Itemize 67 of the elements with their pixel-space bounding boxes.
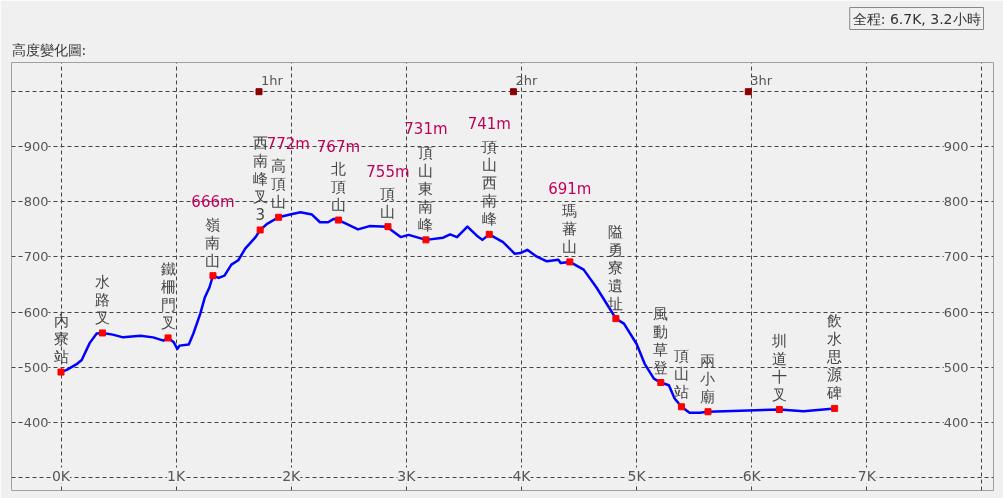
y-tick-label: 700	[23, 249, 49, 265]
annotation: 頂山東南峰	[418, 143, 434, 234]
point	[255, 88, 263, 96]
point	[256, 226, 264, 234]
y2-tick-label: 400	[943, 414, 969, 430]
annotation: 666m	[191, 193, 235, 212]
point	[98, 329, 106, 337]
point	[275, 213, 283, 221]
annotation: 3hr	[750, 72, 773, 88]
annotation: 772m	[266, 135, 310, 154]
point	[678, 403, 686, 411]
annotation: 嶺南山	[205, 215, 221, 270]
point	[57, 368, 65, 376]
annotation: 北頂山	[330, 160, 346, 215]
annotation: 1hr	[261, 72, 284, 88]
annotation: 圳道十叉	[770, 331, 787, 404]
y-tick-label: 500	[23, 359, 49, 375]
point	[164, 334, 172, 342]
annotation: 741m	[467, 114, 511, 133]
annotation: 高頂山	[271, 157, 287, 212]
y-tick-label: 400	[23, 414, 49, 430]
point	[422, 236, 430, 244]
point	[384, 223, 392, 231]
point	[485, 230, 493, 238]
y2-tick-label: 900	[943, 139, 969, 155]
y-tick-label: 800	[23, 194, 49, 210]
y2-tick-label: 600	[943, 304, 969, 320]
annotation: 767m	[316, 137, 361, 156]
annotation: 691m	[548, 179, 592, 198]
point	[775, 406, 783, 414]
annotation: 頂山站	[674, 346, 690, 401]
point	[831, 404, 839, 412]
x-tick-label: 1K	[167, 467, 186, 484]
annotation: 2hr	[515, 72, 538, 88]
annotation: 水路叉	[94, 272, 110, 327]
y-tick-label: 900	[23, 139, 49, 155]
point	[566, 258, 574, 266]
x-tick-label: 6K	[742, 467, 762, 484]
annotation: 頂山	[380, 184, 396, 221]
annotation: 731m	[404, 120, 448, 139]
x-tick-label: 2K	[282, 467, 302, 484]
y2-tick-label: 800	[943, 194, 969, 210]
x-tick-label: 4K	[512, 467, 532, 484]
annotation: 755m	[366, 163, 410, 182]
x-tick-label: 0K	[51, 467, 71, 484]
x-tick-label: 7K	[857, 467, 877, 484]
annotation: 兩小廟	[700, 351, 716, 406]
x-tick-label: 3K	[397, 467, 417, 484]
point	[657, 379, 665, 387]
point	[612, 315, 620, 323]
annotation: 飲水思源碑	[826, 312, 843, 403]
y-tick-label: 600	[23, 304, 49, 320]
point	[744, 88, 752, 96]
annotation: 鐵柵門叉	[160, 259, 176, 332]
chart-title: 高度變化圖:	[11, 41, 87, 58]
annotation: 風動草登	[653, 304, 669, 377]
chart-subtitle: 全程: 6.7K, 3.2小時	[852, 10, 981, 27]
point	[209, 272, 217, 280]
point	[334, 216, 342, 224]
annotation: 隘勇寮遺址	[607, 222, 624, 313]
y2-tick-label: 700	[943, 249, 969, 265]
y2-tick-label: 500	[943, 359, 969, 375]
point	[704, 408, 712, 416]
point	[509, 88, 517, 96]
annotation: 西南峰叉3	[252, 133, 268, 224]
annotation: 瑪蕃山	[562, 201, 578, 256]
x-tick-label: 5K	[627, 467, 647, 484]
